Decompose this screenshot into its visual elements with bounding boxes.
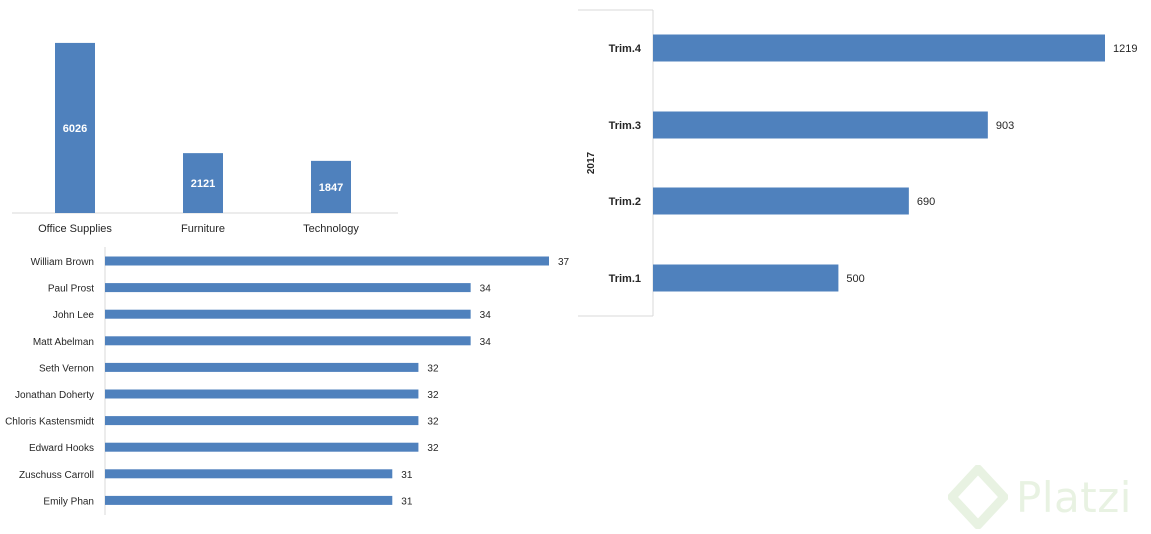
bar [55, 42, 95, 214]
data-label: 1219 [1113, 43, 1137, 55]
data-label: 34 [480, 310, 492, 321]
platzi-logo-icon [948, 465, 1008, 529]
bar [105, 469, 393, 479]
tick-label: Office Supplies [38, 223, 112, 235]
bar [105, 336, 471, 346]
bar [105, 442, 419, 452]
tick-label: Trim.2 [609, 196, 641, 208]
tick-label: Edward Hooks [29, 443, 94, 454]
data-label: 34 [480, 284, 492, 295]
bar [653, 187, 909, 215]
data-label: 32 [427, 443, 439, 454]
tick-label: Zuschuss Carroll [19, 470, 94, 481]
tick-label: Furniture [181, 223, 225, 235]
data-label: 31 [401, 470, 413, 481]
tick-label: Matt Abelman [33, 337, 94, 348]
data-label: 32 [427, 390, 439, 401]
tick-label: Seth Vernon [39, 363, 94, 374]
quarter-bar-chart: 2017 Trim.4 1219 Trim.3 903 Trim.2 690 Trim.1 50… [578, 9, 1137, 317]
data-label: 37 [558, 257, 570, 268]
tick-label: Paul Prost [48, 284, 94, 295]
platzi-watermark: Platzi [948, 462, 1148, 532]
bar [105, 309, 471, 319]
bar [105, 256, 549, 266]
bar [183, 153, 223, 213]
tick-label: Trim.4 [609, 43, 642, 55]
group-label: 2017 [586, 151, 597, 174]
data-label: 32 [427, 363, 439, 374]
data-label: 31 [401, 496, 413, 507]
tick-label: Jonathan Doherty [15, 390, 94, 401]
bar [653, 111, 988, 139]
bar [311, 160, 351, 213]
tick-label: Chloris Kastensmidt [5, 417, 94, 428]
category-bar-chart: 6026 Office Supplies 2121 Furniture 1847 Tech… [12, 42, 398, 235]
bar [653, 34, 1105, 62]
data-label: 903 [996, 120, 1014, 132]
bar [105, 495, 393, 505]
data-label: 690 [917, 196, 935, 208]
tick-label: John Lee [53, 310, 95, 321]
tick-label: Trim.1 [609, 273, 641, 285]
customer-bar-chart: William Brown 37 Paul Prost 34 John Lee 34 Mat… [5, 247, 570, 515]
data-label: 32 [427, 417, 439, 428]
bar [105, 389, 419, 399]
watermark-text: Platzi [1016, 472, 1132, 522]
tick-label: Emily Phan [43, 496, 94, 507]
bar [105, 283, 471, 293]
bar [105, 416, 419, 426]
bar [105, 362, 419, 372]
tick-label: William Brown [31, 257, 94, 268]
data-label: 34 [480, 337, 492, 348]
tick-label: Trim.3 [609, 120, 641, 132]
data-label: 6026 [63, 123, 87, 135]
data-label: 2121 [191, 178, 215, 190]
tick-label: Technology [303, 223, 359, 235]
data-label: 1847 [319, 182, 343, 194]
data-label: 500 [846, 273, 864, 285]
bar [653, 264, 839, 292]
